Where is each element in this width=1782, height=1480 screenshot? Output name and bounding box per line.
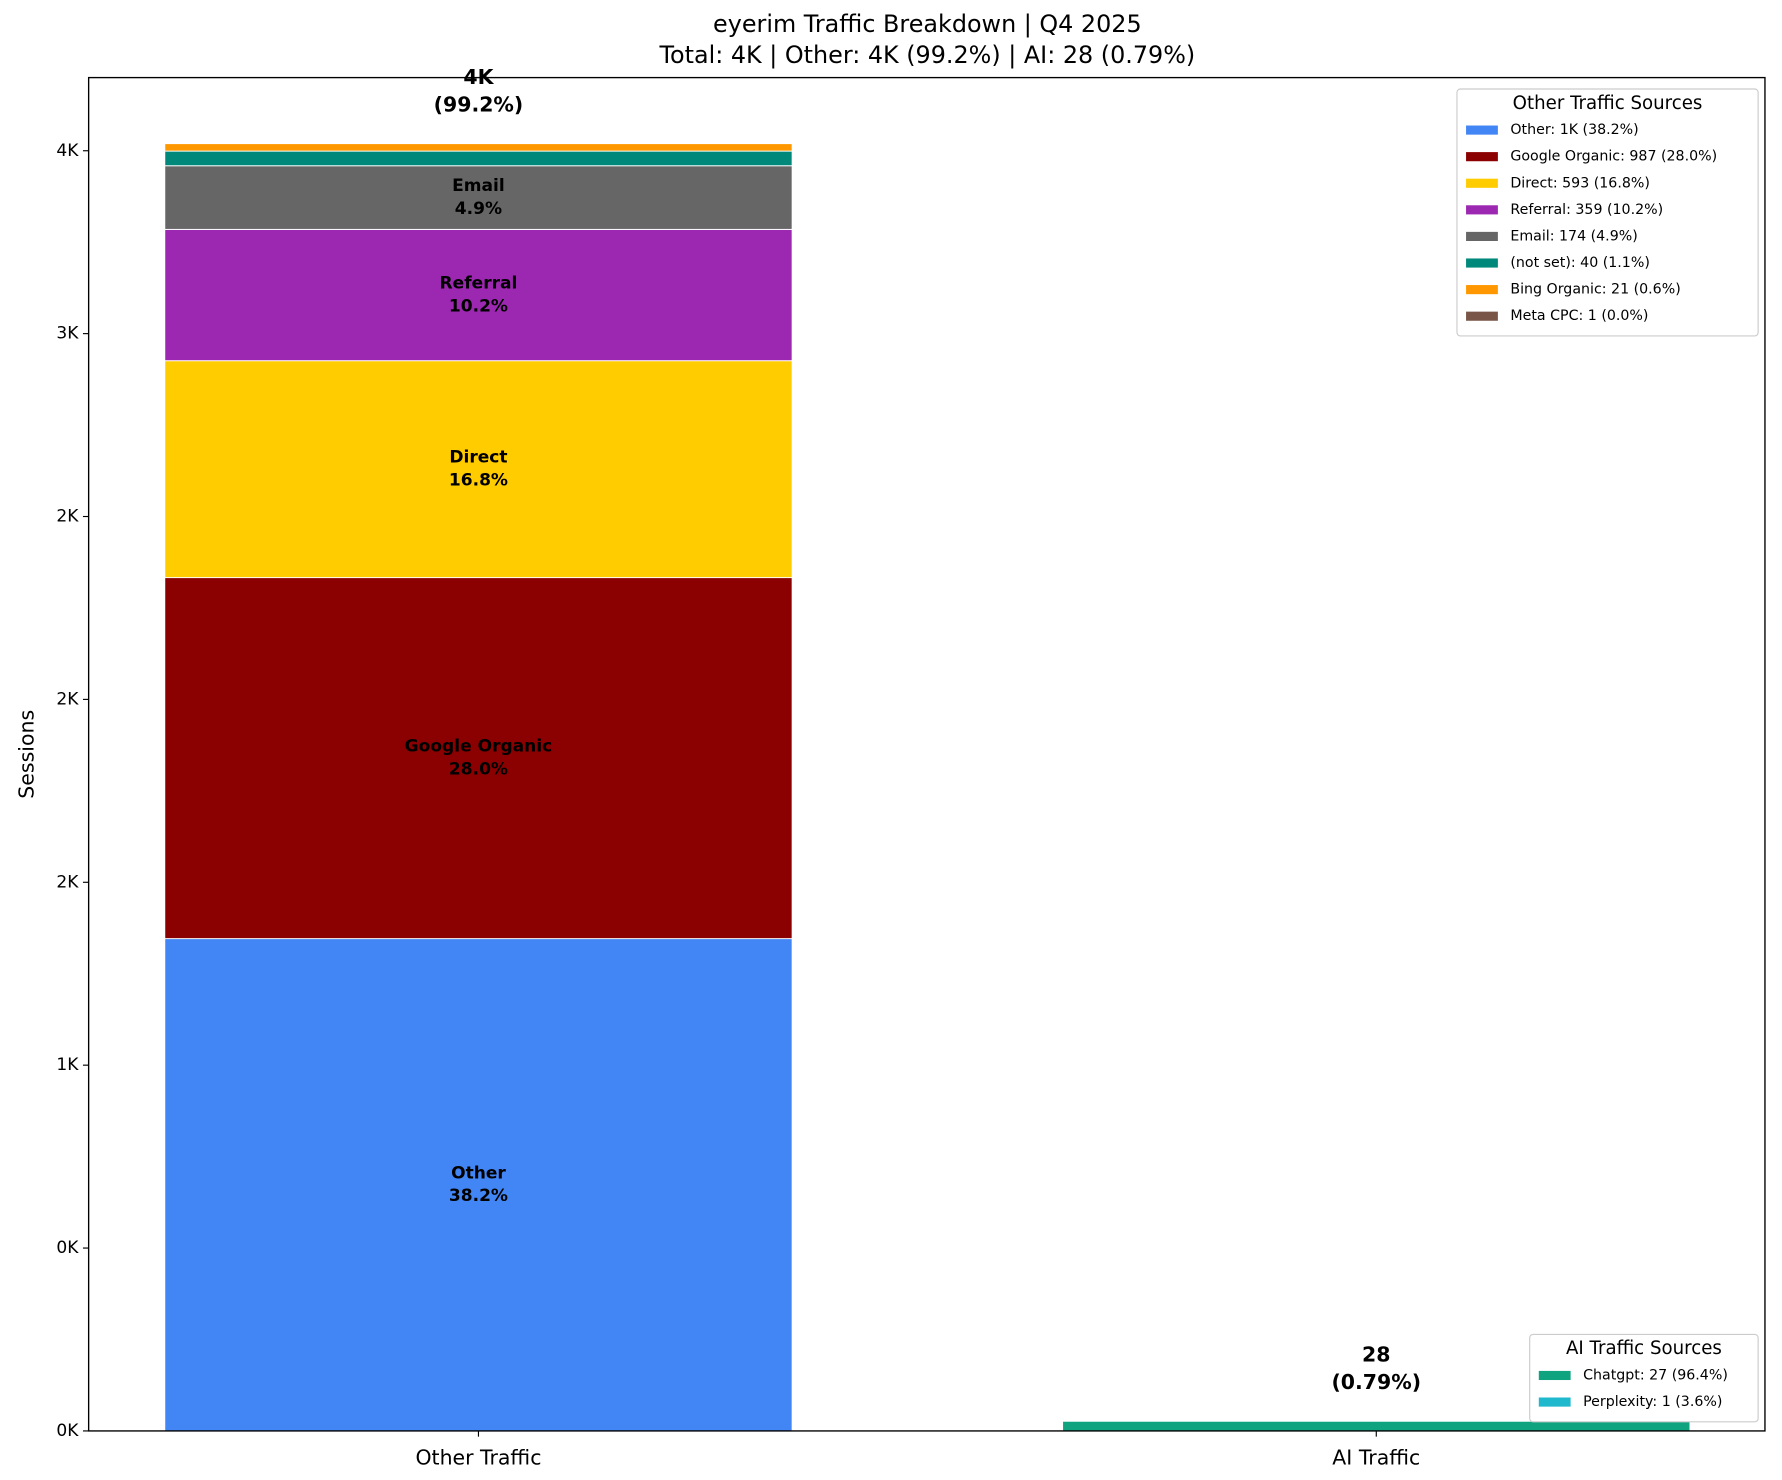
y-tick-label: 3K [56,324,79,344]
legend-title: AI Traffic Sources [1566,1338,1722,1359]
legend-swatch [1466,258,1498,268]
legend-swatch [1466,178,1498,188]
legend-swatch [1538,1370,1571,1381]
legend-label: Google Organic: 987 (28.0%) [1510,149,1717,165]
legend-swatch [1466,152,1498,162]
y-tick-label: 2K [56,689,79,709]
segment-percent: 4.9% [455,199,502,219]
bar-total-label: (0.79%) [1331,1370,1421,1394]
bar-segment [164,142,793,145]
y-tick-label: 2K [56,872,79,892]
legend-box [1529,1333,1759,1423]
chart-title: eyerim Traffic Breakdown | Q4 2025 [713,10,1142,38]
legend-swatch [1538,1397,1571,1407]
segment-percent: 28.0% [449,759,508,779]
legend-label: Meta CPC: 1 (0.0%) [1510,308,1648,324]
segment-name: Other [451,1163,506,1183]
y-tick-label: 0K [56,1238,79,1258]
bar-segment [164,142,793,152]
segment-percent: 16.8% [449,471,508,491]
legend-swatch [1466,231,1498,241]
segment-name: Direct [449,448,507,468]
chart-subtitle: Total: 4K | Other: 4K (99.2%) | AI: 28 (… [659,41,1196,69]
legend-swatch [1466,285,1498,295]
legend-label: (not set): 40 (1.1%) [1510,255,1649,271]
legend-label: Direct: 593 (16.8%) [1510,175,1650,191]
legend-title: Other Traffic Sources [1513,93,1703,114]
bar-segment [1062,1420,1691,1432]
y-tick-label: 2K [56,506,79,526]
segment-name: Email [452,176,505,196]
legend-label: Chatgpt: 27 (96.4%) [1583,1367,1728,1383]
legend-label: Other: 1K (38.2%) [1510,122,1638,138]
legend-label: Referral: 359 (10.2%) [1510,202,1663,218]
x-tick-label: Other Traffic [415,1445,541,1469]
legend-box [1456,88,1759,337]
y-tick-label: 0K [56,1421,79,1441]
bar-total-label: (99.2%) [434,92,524,116]
legend-swatch [1466,311,1498,321]
y-axis-label: Sessions [14,710,38,799]
legend-label: Bing Organic: 21 (0.6%) [1510,282,1680,298]
bar-segment [164,938,793,1432]
bar-segment [164,150,793,167]
bar-segment [164,360,793,579]
bar-segment [164,165,793,230]
bar-segment [164,577,793,940]
y-tick-label: 1K [56,1055,79,1075]
y-tick-label: 4K [56,141,79,161]
legend-swatch [1466,205,1498,215]
legend-label: Perplexity: 1 (3.6%) [1583,1394,1722,1410]
x-tick-label: AI Traffic [1332,1445,1420,1469]
plot-frame [87,76,1766,1432]
segment-percent: 38.2% [449,1186,508,1206]
segment-percent: 10.2% [449,296,508,316]
segment-name: Referral [440,274,518,294]
legend-swatch [1466,125,1498,135]
legend-label: Email: 174 (4.9%) [1510,228,1637,244]
segment-name: Google Organic [405,737,553,757]
bar-total-label: 28 [1362,1343,1390,1367]
bar-segment [164,228,793,362]
